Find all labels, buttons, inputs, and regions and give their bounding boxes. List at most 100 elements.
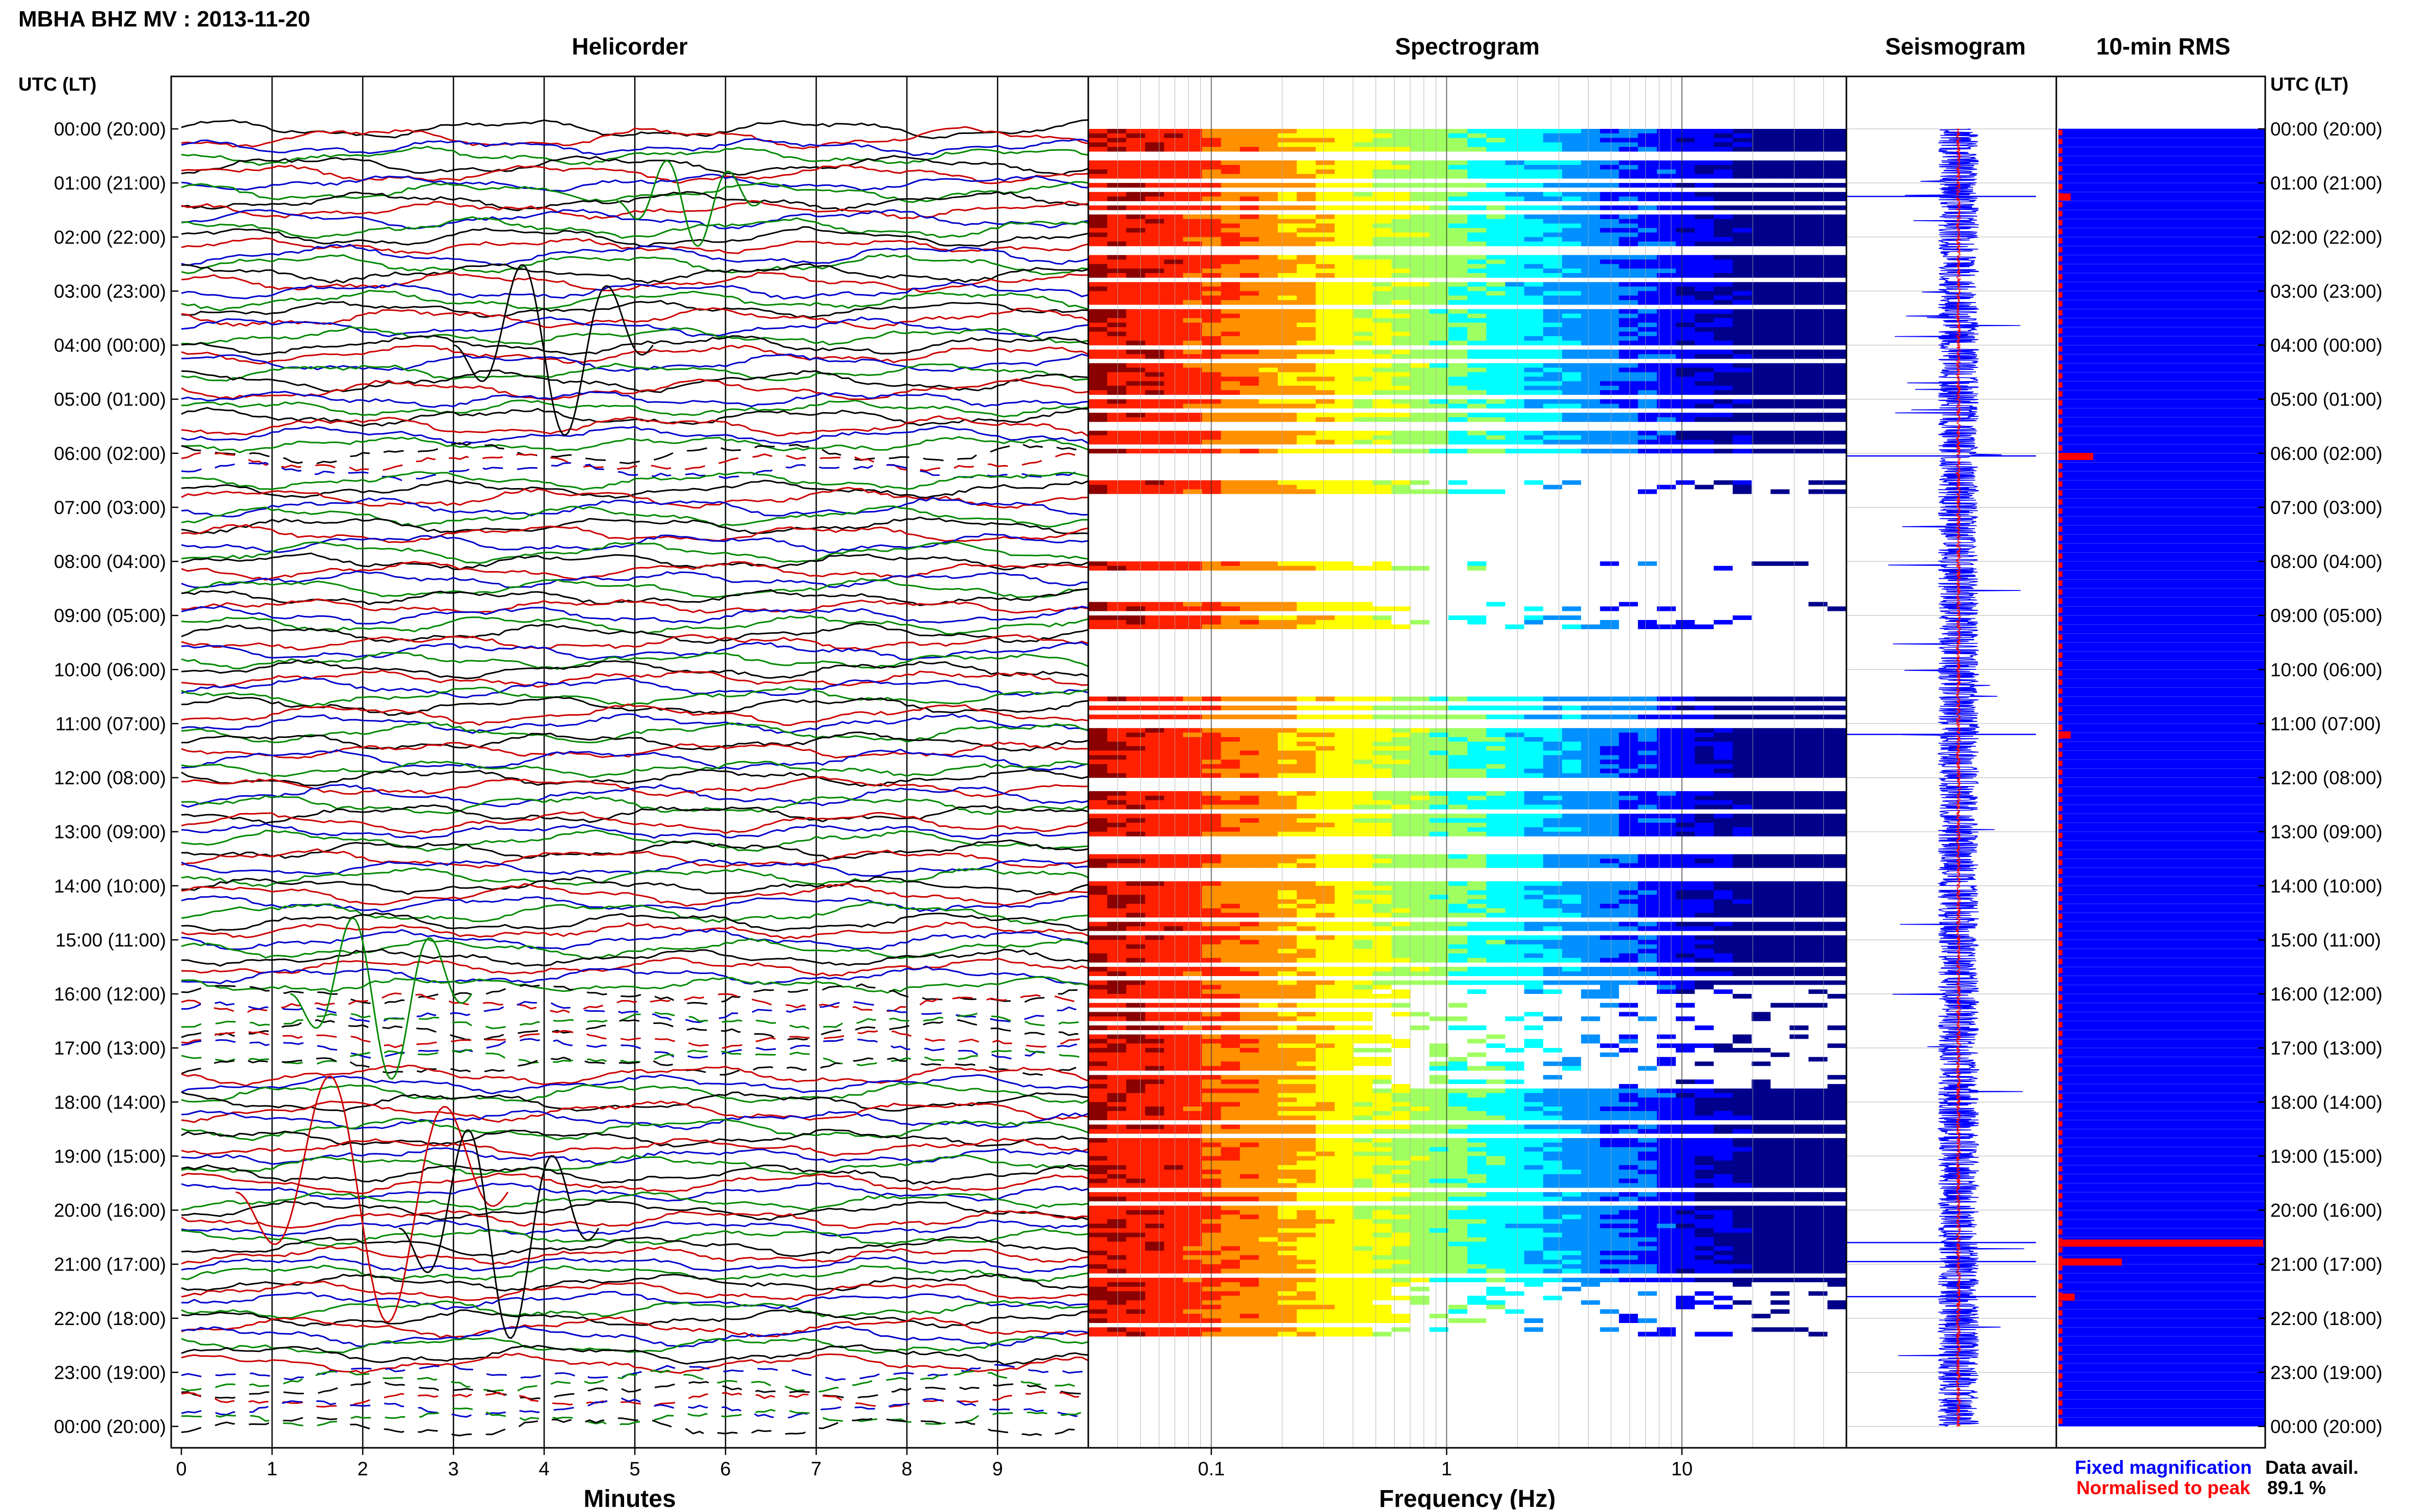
rms-bar <box>2058 1265 2062 1271</box>
rms-bar <box>2058 860 2062 866</box>
rms-bar <box>2058 553 2062 559</box>
rms-bar <box>2058 905 2062 910</box>
time-label-left: 03:00 (23:00) <box>54 281 166 302</box>
rms-bar <box>2058 202 2062 208</box>
rms-bar <box>2058 499 2062 505</box>
spectrogram-row <box>1088 309 1847 314</box>
time-label-right: 22:00 (18:00) <box>2270 1308 2382 1329</box>
spectrogram-row <box>1088 1179 1847 1183</box>
spectrogram-row <box>1088 1079 1847 1084</box>
rms-bar <box>2058 923 2062 929</box>
time-label-right: 10:00 (06:00) <box>2270 659 2382 680</box>
time-label-left: 05:00 (01:00) <box>54 389 166 410</box>
time-label-left: 23:00 (19:00) <box>54 1362 166 1383</box>
spectrogram-row <box>1088 160 1847 165</box>
spectrogram-row <box>1088 192 1847 197</box>
rms-bar <box>2058 1094 2062 1100</box>
rms-bar <box>2058 580 2062 586</box>
rms-bar <box>2058 914 2062 920</box>
rms-bar <box>2058 139 2062 145</box>
spectrogram-row <box>1088 363 1847 368</box>
spectrogram-row <box>1088 440 1847 444</box>
helicorder-xtick-label: 4 <box>539 1459 549 1480</box>
time-label-left: 00:00 (20:00) <box>54 119 166 140</box>
rms-bar <box>2058 346 2062 352</box>
utc-header-right: UTC (LT) <box>2270 74 2348 95</box>
rms-bar <box>2058 1310 2062 1316</box>
spectrogram-row <box>1088 273 1847 278</box>
rms-bar <box>2058 166 2062 172</box>
rms-bar <box>2058 364 2062 370</box>
time-label-left: 22:00 (18:00) <box>54 1308 166 1329</box>
data-avail-value: 89.1 % <box>2267 1477 2326 1498</box>
spectrogram-row <box>1088 1057 1847 1062</box>
time-label-right: 23:00 (19:00) <box>2270 1362 2382 1383</box>
rms-bar <box>2058 409 2062 415</box>
rms-bar <box>2058 986 2062 991</box>
rms-bar <box>2058 1410 2062 1415</box>
spectrogram-row <box>1088 805 1847 809</box>
spectrogram-row <box>1088 1255 1847 1260</box>
legend-normalised-to-peak: Normalised to peak <box>2076 1477 2250 1498</box>
spectrogram-row <box>1088 1327 1847 1332</box>
spectrogram-row <box>1088 214 1847 219</box>
spectrogram-row <box>1088 971 1847 976</box>
time-label-right: 07:00 (03:00) <box>2270 497 2382 518</box>
rms-bar <box>2058 1067 2062 1073</box>
time-label-left: 20:00 (16:00) <box>54 1200 166 1221</box>
spectrogram-row <box>1088 1025 1847 1030</box>
rms-bar <box>2058 599 2062 604</box>
rms-bar <box>2058 301 2062 307</box>
spectrogram-row <box>1088 1125 1847 1129</box>
rms-bar <box>2058 1274 2062 1280</box>
rms-bar <box>2058 1139 2062 1145</box>
spectrogram-row <box>1088 327 1847 332</box>
spectrogram-row <box>1088 237 1847 241</box>
seismogram-panel <box>1846 76 2056 1448</box>
spectrogram-row <box>1088 143 1847 147</box>
spectrogram-row <box>1088 1224 1847 1228</box>
spectrogram-row <box>1088 390 1847 395</box>
rms-bar <box>2058 653 2062 658</box>
rms-bar <box>2058 238 2062 244</box>
rms-bar <box>2058 1121 2062 1127</box>
spectrogram-row <box>1088 1174 1847 1179</box>
rms-bar <box>2058 292 2062 298</box>
spectrogram-row <box>1088 1264 1847 1269</box>
rms-bar <box>2058 689 2062 694</box>
time-label-left: 00:00 (20:00) <box>54 1416 166 1437</box>
rms-bar <box>2058 670 2062 676</box>
rms-bar <box>2058 788 2062 793</box>
time-label-left: 18:00 (14:00) <box>54 1092 166 1113</box>
rms-bar <box>2058 697 2062 703</box>
rms-bar <box>2058 184 2062 190</box>
rms-bar <box>2058 851 2062 856</box>
spectrogram-row <box>1088 1066 1847 1071</box>
spectrogram-row <box>1088 981 1847 985</box>
spectrogram-row <box>1088 147 1847 151</box>
rms-bar <box>2058 400 2062 406</box>
time-label-left: 07:00 (03:00) <box>54 497 166 518</box>
rms-bar <box>2058 355 2062 361</box>
spectrogram-row <box>1088 994 1847 998</box>
spectrogram-row <box>1088 904 1847 908</box>
rms-bar <box>2058 806 2062 812</box>
spectrogram-row <box>1088 1241 1847 1246</box>
spectrogram-row <box>1088 958 1847 962</box>
rms-bar <box>2058 391 2062 397</box>
spectrogram-row <box>1088 566 1847 571</box>
rms-bar <box>2058 1319 2062 1325</box>
rms-bar <box>2058 491 2062 496</box>
spectrogram-row <box>1088 899 1847 904</box>
rms-bar <box>2058 445 2062 451</box>
spectrogram-row <box>1088 1296 1847 1301</box>
spectrogram-row <box>1088 1102 1847 1106</box>
time-label-right: 19:00 (15:00) <box>2270 1146 2382 1167</box>
rms-bar <box>2058 427 2062 433</box>
helicorder-xtick-label: 8 <box>901 1459 912 1480</box>
spectrogram-row <box>1088 1237 1847 1242</box>
spectrogram-row <box>1088 1318 1847 1323</box>
rms-bar <box>2058 1301 2062 1307</box>
rms-bar <box>2058 751 2062 757</box>
spectrogram-row <box>1088 944 1847 949</box>
